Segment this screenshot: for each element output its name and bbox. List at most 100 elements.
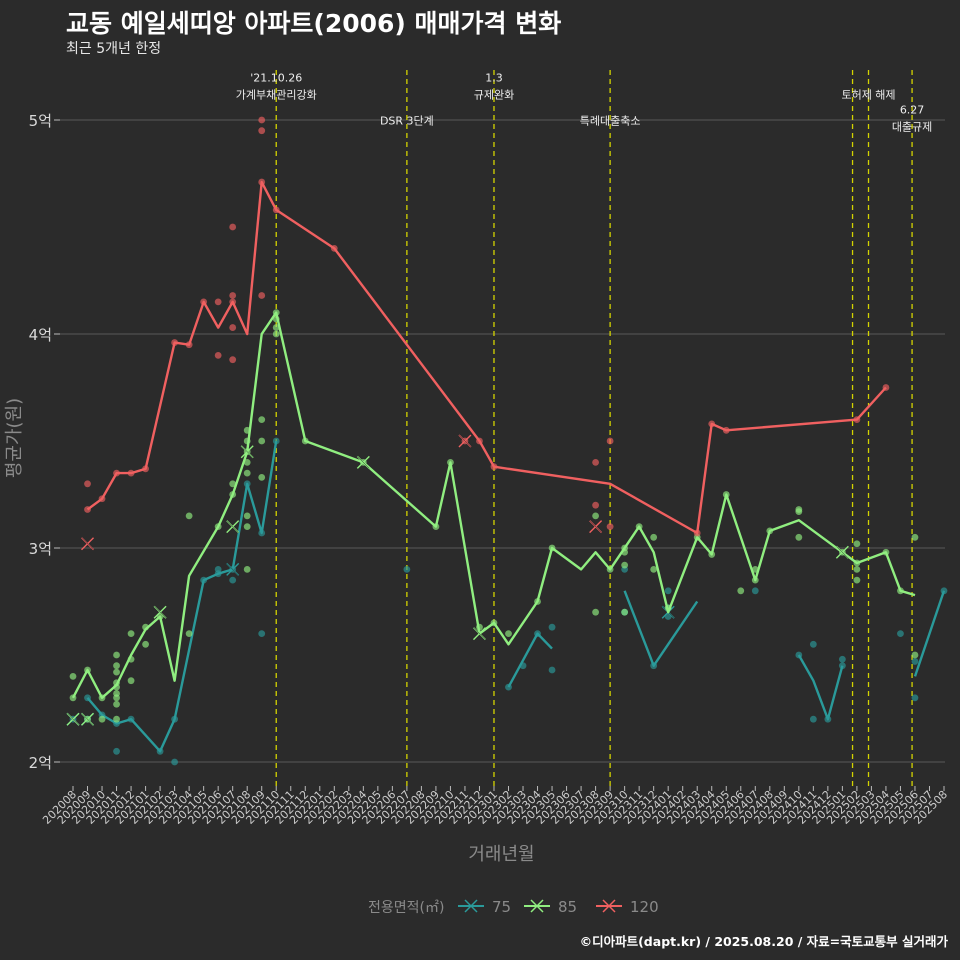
cross-marker-120 [458,434,472,448]
data-point-85 [258,416,266,423]
y-grid: 2억 3억 4억 5억 [29,112,945,772]
series-line-75 [623,590,699,667]
data-point-85 [113,662,120,670]
data-point-85 [142,640,149,648]
legend-item-120: 120 [596,898,659,916]
data-point-120 [229,324,237,331]
y-tick-label: 3억 [29,540,52,558]
data-point-75 [751,587,759,595]
cross-marker-120 [589,520,603,534]
cross-marker-85 [356,455,370,469]
data-point-120 [258,127,266,135]
cross-marker-85 [66,712,80,726]
data-point-120 [606,523,614,530]
legend-label: 75 [492,898,511,916]
series-line-75 [86,440,278,753]
legend-swatch-cross [464,899,478,913]
legend-item-85: 85 [524,898,577,916]
series-75 [66,437,948,766]
data-point-85 [98,715,106,723]
data-point-75 [258,630,266,637]
chart-subtitle: 최근 5개년 한정 [66,41,162,57]
data-point-85 [621,608,629,616]
data-point-120 [592,459,599,466]
data-point-75 [838,655,846,663]
data-point-85 [737,587,745,595]
data-point-85 [113,668,120,676]
data-point-75 [171,758,179,766]
y-tick-label: 5억 [29,112,52,130]
event-label: '21.10.26 [250,71,302,84]
legend-label: 85 [558,898,577,916]
cross-marker-85 [81,712,95,726]
data-point-85 [243,523,251,530]
series-line-120 [86,180,887,535]
data-point-75 [548,666,556,674]
data-point-75 [809,715,817,723]
data-point-85 [911,533,919,541]
legend-label: 120 [630,898,659,916]
data-point-85 [243,512,251,520]
data-point-85 [911,651,919,659]
event-label: 1.3 [485,71,503,84]
event-label: 토허제 해제 [841,88,895,102]
data-point-75 [911,694,919,702]
data-point-120 [229,223,237,231]
chart-title: 교동 예일세띠앙 아파트(2006) 매매가격 변화 [66,9,562,38]
cross-marker-85 [226,520,240,534]
data-point-85 [650,566,658,573]
source-footer: ©디아파트(dapt.kr) / 2025.08.20 / 자료=국토교통부 실… [579,934,948,949]
data-point-120 [214,352,222,359]
event-label: 6.27 [900,104,925,117]
y-tick-label: 2억 [29,754,52,772]
data-point-85 [229,480,237,488]
data-point-120 [606,437,614,445]
data-point-85 [127,677,135,685]
data-point-85 [258,473,266,481]
data-point-85 [621,561,629,569]
y-axis-title: 평균가(원) [4,398,25,478]
data-point-75 [403,566,411,573]
series-120 [81,116,890,551]
series-line-75 [913,590,946,677]
event-label: 특례대출축소 [580,114,641,127]
data-point-120 [229,356,237,364]
x-axis-title: 거래년월 [468,844,534,865]
series-85 [66,309,919,726]
legend: 전용면적(㎡) 75 85 120 [368,898,659,916]
data-point-85 [650,533,658,541]
data-point-75 [548,623,556,631]
data-point-85 [853,566,861,573]
cross-marker-120 [81,537,95,551]
data-point-75 [809,640,817,648]
data-point-120 [229,292,237,299]
data-point-120 [258,292,266,299]
data-point-120 [258,116,266,124]
data-point-85 [243,469,251,477]
cross-marker-85 [153,605,167,619]
data-point-85 [113,700,120,708]
legend-item-75: 75 [458,898,511,916]
data-point-75 [272,437,280,445]
x-axis: 2020082020092020102020112020122021012021… [40,786,950,827]
data-point-85 [272,330,280,338]
data-point-75 [897,630,904,637]
event-label: DSR 3단계 [380,114,434,127]
data-point-85 [113,694,120,702]
cross-marker-85 [240,445,254,459]
data-point-120 [592,501,599,509]
data-point-85 [185,630,193,637]
legend-swatch-cross [602,899,616,913]
data-point-85 [243,459,251,466]
legend-swatch-cross [530,899,544,913]
data-point-85 [113,651,120,659]
cross-marker-85 [835,545,849,559]
data-point-85 [127,630,135,637]
cross-marker-85 [472,627,486,641]
data-point-75 [911,658,919,665]
event-label: 가계부채관리강화 [236,88,317,101]
data-point-85 [795,533,803,541]
series-line-75 [507,632,553,688]
data-point-120 [84,480,91,488]
